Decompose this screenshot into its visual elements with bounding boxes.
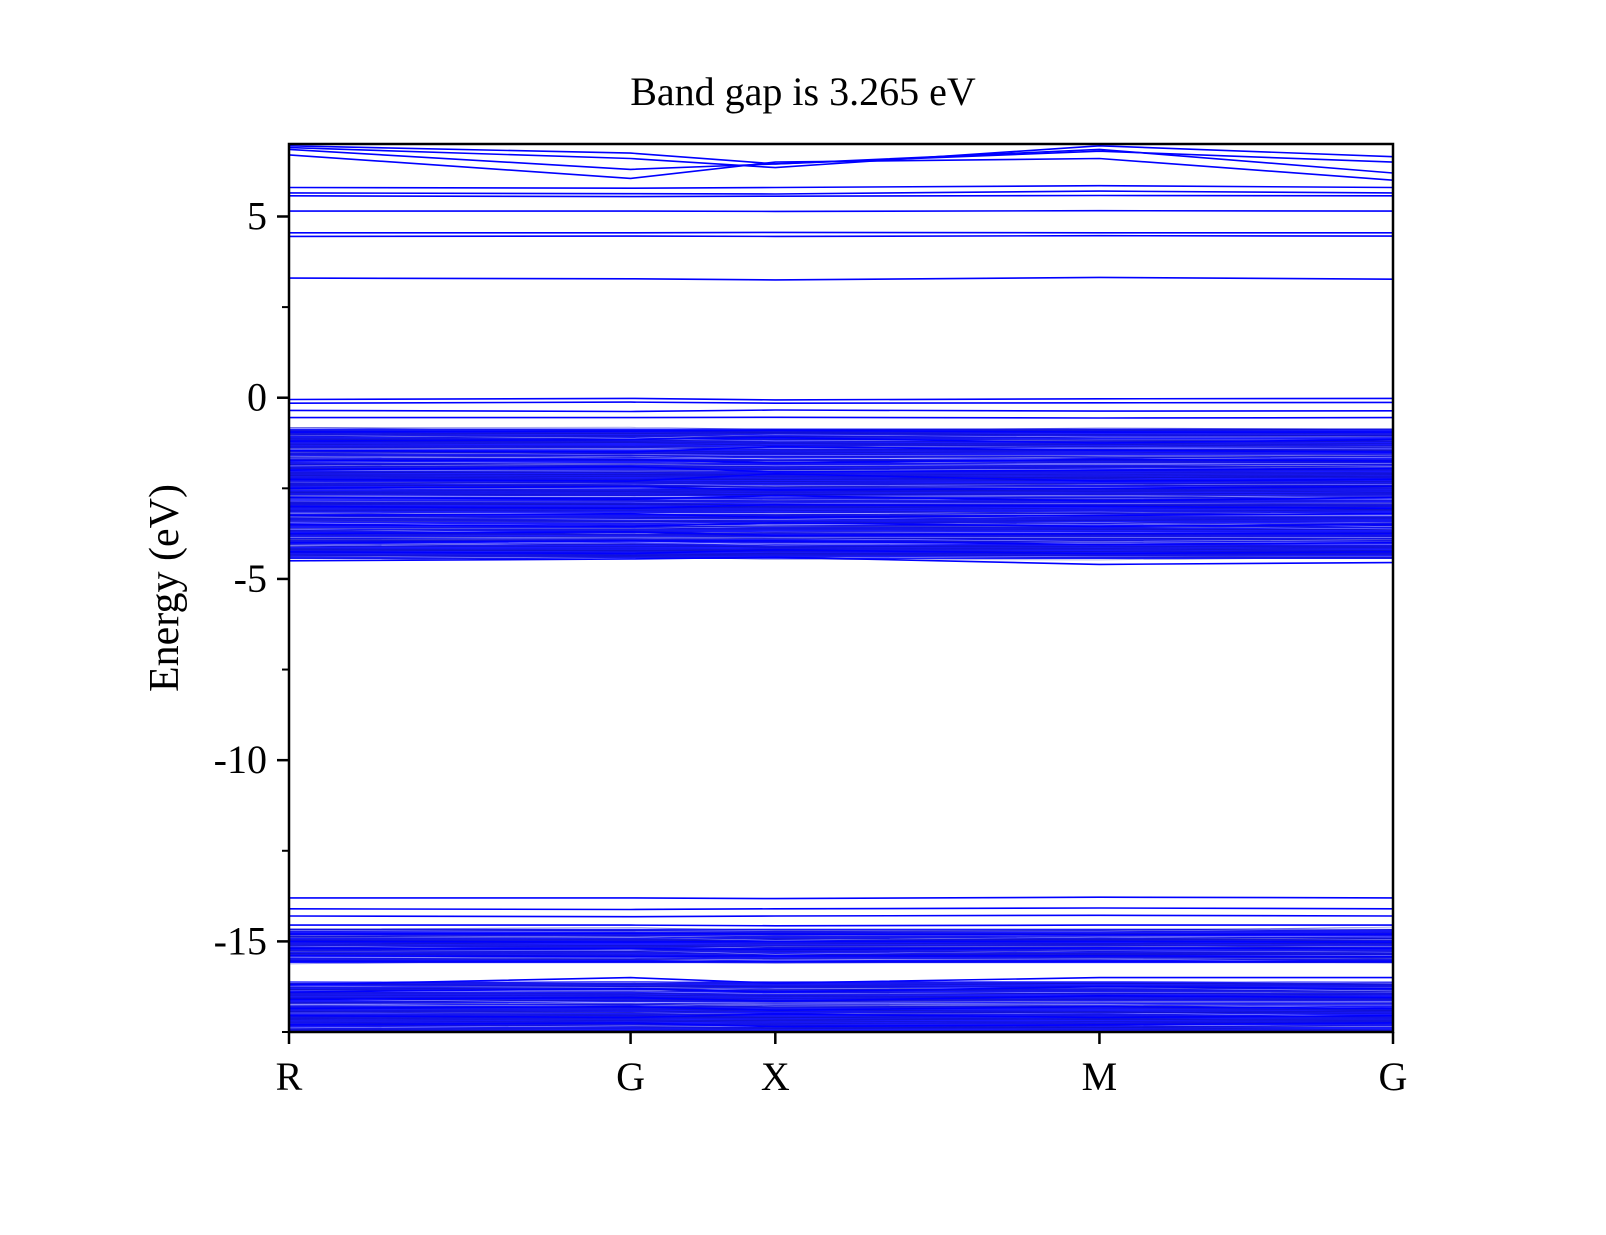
band-line-32 [289,915,1393,916]
plot-area [289,146,1393,1033]
band-line-11 [289,398,1393,400]
band-line-37 [289,956,1393,957]
y-tick-label: -10 [214,737,267,782]
band-line-7 [289,211,1393,212]
x-tick-label: G [616,1054,645,1099]
y-axis-label: Energy (eV) [142,484,188,692]
band-line-9 [289,236,1393,237]
band-line-30 [289,897,1393,898]
y-tick-label: 5 [247,193,267,238]
band-line-35 [289,941,1393,942]
y-tick-label: 0 [247,375,267,420]
x-tick-label: G [1379,1054,1408,1099]
band-line-14 [289,417,1393,418]
band-line-13 [289,410,1393,412]
band-line-10 [289,277,1393,280]
band-line-33 [289,925,1393,926]
band-line-6 [289,196,1393,197]
x-tick-label: R [276,1054,303,1099]
x-tick-label: M [1082,1054,1118,1099]
chart-title: Band gap is 3.265 eV [630,69,976,114]
x-tick-label: X [761,1054,790,1099]
band-line-31 [289,908,1393,910]
y-tick-label: -15 [214,918,267,963]
band-line-5 [289,191,1393,194]
band-line-3 [289,146,1393,164]
y-tick-label: -5 [234,556,267,601]
band-line-12 [289,402,1393,403]
band-line-4 [289,186,1393,189]
